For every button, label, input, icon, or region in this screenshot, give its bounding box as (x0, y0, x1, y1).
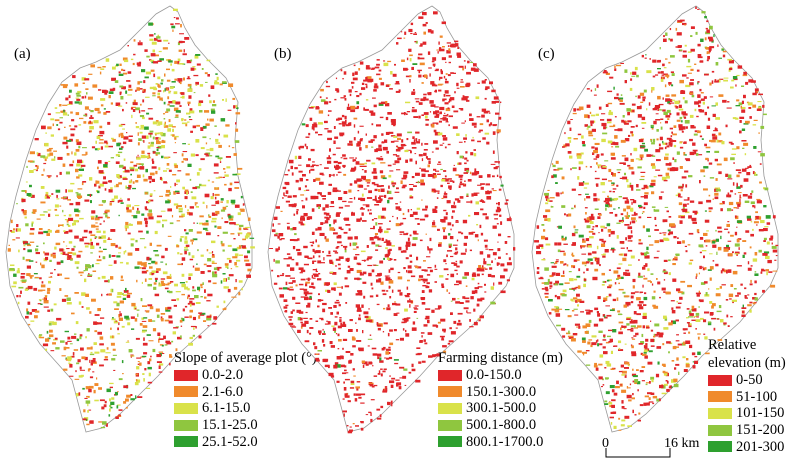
legend-swatch (174, 369, 198, 381)
panel-label-b: (b) (274, 46, 292, 62)
legend-swatch (438, 402, 462, 414)
legend-swatch (708, 374, 732, 386)
legend-item: 300.1-500.0 (438, 400, 563, 417)
legend-label: 151-200 (736, 422, 785, 439)
legend-a: Slope of average plot (°) 0.0-2.0 2.1-6.0… (174, 349, 317, 450)
legend-title-c-line1: Relative (708, 337, 757, 353)
land-patches (534, 6, 779, 431)
legend-title-b: Farming distance (m) (438, 350, 563, 366)
legend-item: 0.0-150.0 (438, 367, 563, 384)
legend-swatch (174, 386, 198, 398)
legend-item: 150.1-300.0 (438, 384, 563, 401)
land-patches (7, 8, 255, 429)
legend-swatch (174, 419, 198, 431)
legend-swatch (438, 369, 462, 381)
legend-item: 25.1-52.0 (174, 433, 317, 450)
map-b (267, 5, 516, 434)
legend-label: 500.1-800.0 (466, 417, 537, 434)
legend-label: 2.1-6.0 (202, 383, 244, 400)
scale-bar-start-label: 0 (602, 436, 609, 451)
map-panel-b: (b) (262, 0, 528, 461)
legend-swatch (708, 441, 732, 453)
legend-item: 51-100 (708, 389, 786, 406)
legend-items-a: 0.0-2.0 2.1-6.0 6.1-15.0 15.1-25.0 25.1-52.0 (174, 367, 317, 450)
legend-label: 800.1-1700.0 (466, 433, 544, 450)
legend-swatch (174, 436, 198, 448)
legend-item: 151-200 (708, 422, 786, 439)
legend-label: 101-150 (736, 405, 785, 422)
legend-label: 0.0-2.0 (202, 367, 244, 384)
scale-bar-line (605, 448, 671, 458)
map-panel-c: (c) (526, 0, 792, 461)
panel-label-a: (a) (14, 46, 31, 62)
legend-item: 6.1-15.0 (174, 400, 317, 417)
legend-label: 25.1-52.0 (202, 433, 258, 450)
legend-title-a: Slope of average plot (°) (174, 350, 317, 366)
legend-label: 150.1-300.0 (466, 383, 537, 400)
legend-b: Farming distance (m) 0.0-150.0 150.1-300.… (438, 349, 563, 450)
legend-swatch (708, 407, 732, 419)
legend-item: 101-150 (708, 405, 786, 422)
legend-items-b: 0.0-150.0 150.1-300.0 300.1-500.0 500.1-800… (438, 367, 563, 450)
legend-label: 201-300 (736, 438, 785, 455)
legend-item: 2.1-6.0 (174, 384, 317, 401)
legend-swatch (438, 436, 462, 448)
region-boundary (267, 5, 515, 433)
legend-swatch (708, 424, 732, 436)
legend-c: Relative elevation (m) 0-50 51-100 101-150… (708, 336, 786, 455)
map-c (531, 5, 779, 433)
legend-label: 0.0-150.0 (466, 367, 522, 384)
legend-swatch (438, 419, 462, 431)
legend-item: 201-300 (708, 438, 786, 455)
legend-item: 15.1-25.0 (174, 417, 317, 434)
map-a (5, 5, 255, 433)
legend-title-c-line2: elevation (m) (708, 355, 786, 371)
legend-label: 51-100 (736, 388, 778, 405)
legend-item: 0.0-2.0 (174, 367, 317, 384)
legend-label: 0-50 (736, 372, 763, 389)
legend-item: 500.1-800.0 (438, 417, 563, 434)
land-patches (269, 11, 516, 434)
legend-swatch (708, 391, 732, 403)
legend-swatch (438, 386, 462, 398)
legend-item: 800.1-1700.0 (438, 433, 563, 450)
legend-swatch (174, 402, 198, 414)
legend-items-c: 0-50 51-100 101-150 151-200 201-300 (708, 372, 786, 455)
legend-label: 15.1-25.0 (202, 417, 258, 434)
panel-label-c: (c) (538, 46, 555, 62)
legend-label: 300.1-500.0 (466, 400, 537, 417)
legend-item: 0-50 (708, 372, 786, 389)
scale-bar: 0 16 km (600, 436, 720, 460)
scale-bar-end-label: 16 km (664, 436, 700, 451)
map-panel-a: (a) (0, 0, 266, 461)
legend-label: 6.1-15.0 (202, 400, 251, 417)
